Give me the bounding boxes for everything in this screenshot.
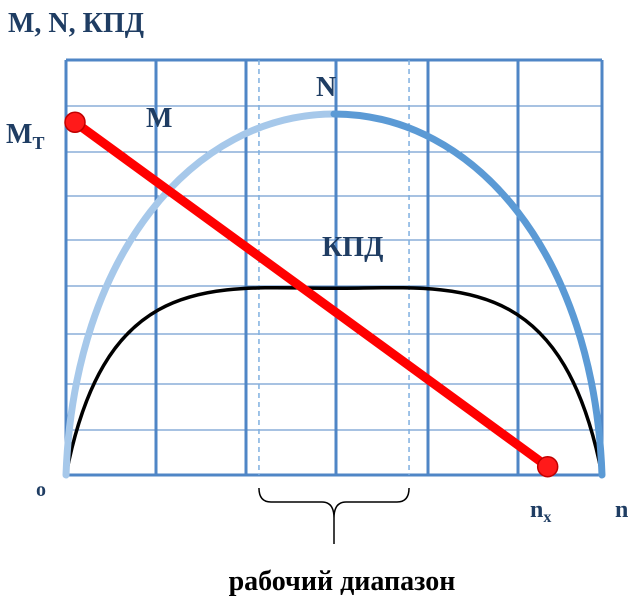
working-range-label: рабочий диапазон: [229, 566, 456, 597]
x-axis-label: n: [615, 497, 628, 523]
idle-speed-sub: x: [543, 509, 551, 526]
stall-torque-label: MT: [6, 119, 44, 153]
series-label-power: N: [316, 72, 336, 103]
idle-speed-main: n: [530, 497, 543, 523]
idle-speed-label: nx: [530, 497, 551, 526]
torque-line: [70, 117, 553, 472]
origin-label: o: [36, 479, 46, 501]
grid: [64, 58, 604, 477]
power-curve-right: [330, 110, 606, 479]
working-range-brace-path: [258, 487, 410, 544]
stall-torque-main: M: [6, 119, 32, 150]
working-range-brace: [258, 487, 410, 544]
stall-torque-sub: T: [32, 133, 44, 153]
efficiency-curve: [64, 285, 604, 476]
torque-start-marker: [64, 111, 86, 133]
idle-speed-marker: [536, 455, 559, 478]
power-curve-left: [62, 110, 338, 479]
series-layer: [62, 110, 606, 479]
series-label-efficiency: КПД: [322, 232, 383, 263]
series-label-torque: M: [146, 103, 172, 134]
chart-title: M, N, КПД: [8, 8, 144, 39]
